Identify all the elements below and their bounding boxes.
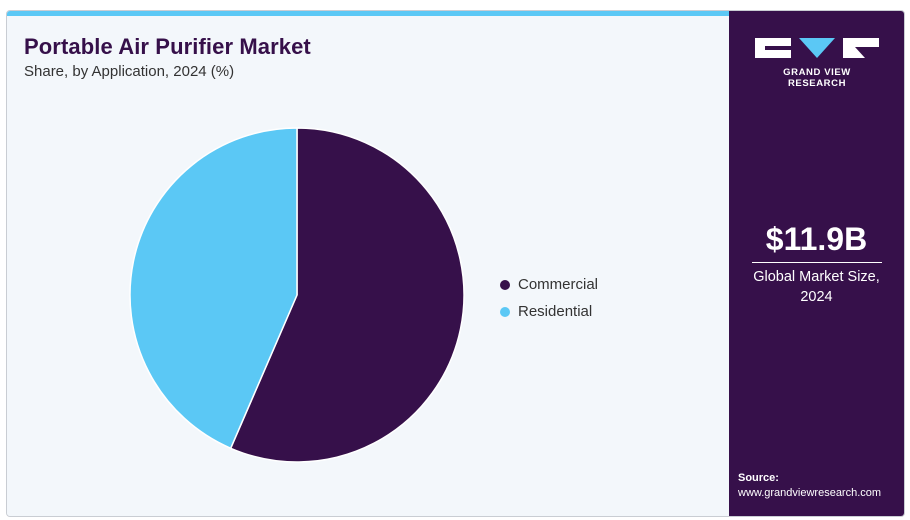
- stat-divider: [752, 262, 882, 263]
- brand-logo-mark-icon: [755, 38, 879, 58]
- chart-panel: Portable Air Purifier Market Share, by A…: [7, 11, 729, 516]
- chart-legend: Commercial Residential: [500, 271, 598, 325]
- pie-slice-residential: [129, 127, 298, 450]
- legend-label: Residential: [518, 303, 593, 320]
- chart-subtitle: Share, by Application, 2024 (%): [24, 63, 235, 80]
- legend-swatch-icon: [500, 306, 510, 317]
- legend-item-residential: Residential: [500, 298, 598, 325]
- legend-item-commercial: Commercial: [500, 271, 598, 298]
- chart-card: Portable Air Purifier Market Share, by A…: [6, 10, 905, 517]
- chart-title: Portable Air Purifier Market: [24, 34, 311, 59]
- accent-bar: [7, 11, 729, 16]
- brand-name: GRAND VIEW RESEARCH: [783, 67, 851, 89]
- source-label: Source:: [738, 472, 779, 484]
- pie-chart: [129, 127, 465, 463]
- source-link[interactable]: www.grandviewresearch.com: [738, 487, 882, 499]
- pie-slice-commercial: [229, 127, 465, 463]
- legend-label: Commercial: [518, 276, 599, 293]
- legend-swatch-icon: [500, 279, 510, 290]
- market-size-value: $11.9B: [765, 221, 868, 257]
- brand-logo: GRAND VIEW RESEARCH: [753, 35, 881, 89]
- info-sidebar: GRAND VIEW RESEARCH $11.9B Global Market…: [729, 11, 904, 516]
- market-size-label: Global Market Size, 2024: [753, 269, 880, 305]
